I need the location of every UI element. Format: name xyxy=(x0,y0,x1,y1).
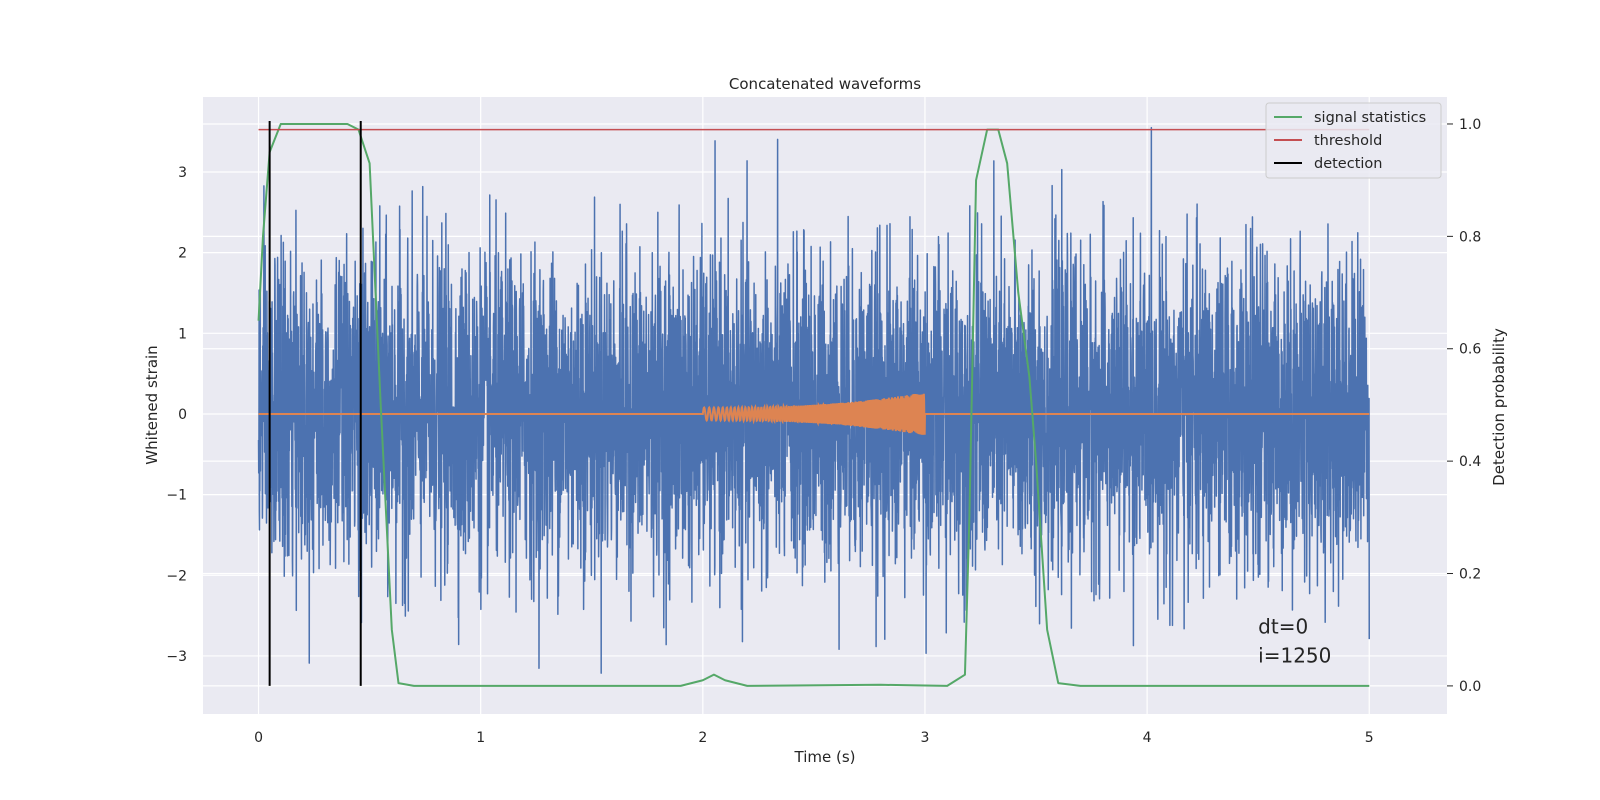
signal-statistics-series xyxy=(257,122,1370,687)
y2-tick-label: 0.0 xyxy=(1459,679,1481,695)
legend-label-threshold: threshold xyxy=(1314,133,1382,149)
y2-tick-label: 0.8 xyxy=(1459,229,1481,245)
chart-title: Concatenated waveforms xyxy=(729,75,921,93)
y2-tick-label: 0.4 xyxy=(1459,454,1481,470)
injected-signal-series xyxy=(258,393,1370,435)
y-axis-label: Whitened strain xyxy=(143,345,161,464)
legend-box xyxy=(1265,102,1442,179)
legend-label-detection: detection xyxy=(1314,156,1382,172)
annotation-text: dt=0 xyxy=(1258,614,1308,638)
y-tick-label: 2 xyxy=(178,246,187,262)
x-tick-label: 0 xyxy=(254,730,263,746)
y-tick-label: −3 xyxy=(166,649,187,665)
y-tick-label: 3 xyxy=(178,165,187,181)
y2-axis-label: Detection probability xyxy=(1490,328,1508,486)
x-tick-label: 2 xyxy=(698,730,707,746)
ticks: 0 1 2 3 4 5 −3 −2 −1 0 1 2 3 0.0 0.2 0.4 0.6 0.8 1.0 xyxy=(166,117,1481,746)
x-axis-label: Time (s) xyxy=(794,748,856,766)
x-tick-label: 1 xyxy=(476,730,485,746)
legend: signal statistics threshold detection xyxy=(1265,102,1442,179)
y-tick-label: −2 xyxy=(166,568,187,584)
x-tick-label: 3 xyxy=(921,730,930,746)
y-tick-label: 1 xyxy=(178,326,187,342)
x-tick-label: 4 xyxy=(1143,730,1152,746)
x-tick-label: 5 xyxy=(1365,730,1374,746)
y-tick-label: −1 xyxy=(166,488,187,504)
y2-tick-label: 0.2 xyxy=(1459,567,1481,583)
annotation-text: i=1250 xyxy=(1258,643,1331,667)
annotations: dt=0 i=1250 xyxy=(1258,614,1331,667)
legend-label-signal-statistics: signal statistics xyxy=(1314,110,1426,126)
y2-tick-label: 0.6 xyxy=(1459,342,1481,358)
y2-tick-label: 1.0 xyxy=(1459,117,1481,133)
plot-series xyxy=(257,120,1370,687)
y-tick-label: 0 xyxy=(178,407,187,423)
